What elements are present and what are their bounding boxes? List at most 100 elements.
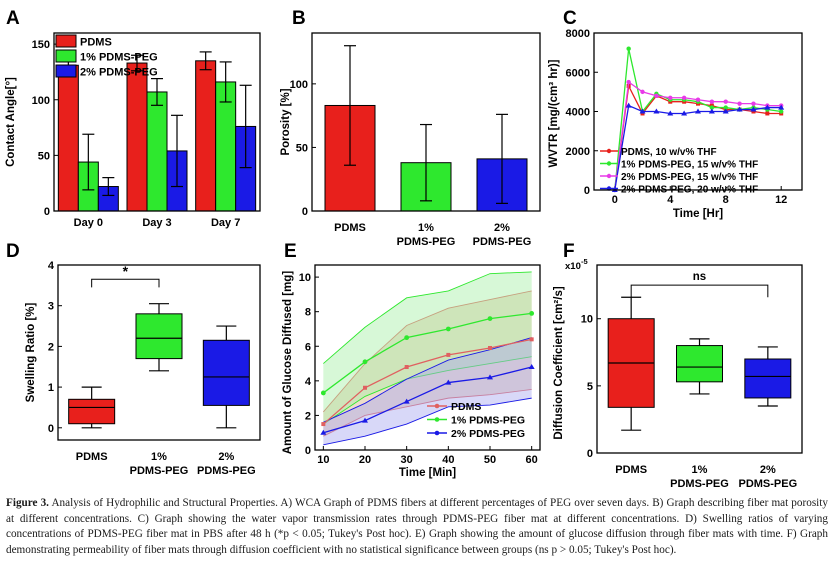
panel-f-category-label: PDMS-PEG bbox=[738, 478, 797, 490]
panel-f-significance-bracket bbox=[630, 284, 769, 298]
panel-c-xlabel: Time [Hr] bbox=[673, 208, 723, 220]
panel-d-significance-label: * bbox=[123, 263, 129, 279]
panel-a-bar bbox=[195, 60, 217, 212]
panel-e-point bbox=[487, 374, 493, 380]
panel-c-legend-marker bbox=[606, 148, 612, 154]
panel-label-b: B bbox=[292, 8, 306, 29]
panel-e-point bbox=[487, 316, 493, 321]
panel-f-frame bbox=[596, 264, 803, 454]
panel-f-scale-exponent: -5 bbox=[581, 257, 588, 266]
panel-c-point bbox=[695, 97, 701, 102]
panel-c-ytick-label: 0 bbox=[584, 185, 590, 197]
panel-c-ytick-label: 8000 bbox=[566, 28, 590, 40]
panel-b-ytick-label: 100 bbox=[290, 79, 308, 91]
panel-f-category-label: 2% bbox=[760, 464, 776, 476]
panel-c-point bbox=[668, 95, 673, 100]
panel-c-xtick-label: 4 bbox=[667, 194, 674, 206]
panel-d-ytick-label: 4 bbox=[48, 260, 55, 272]
panel-c-point bbox=[722, 108, 729, 114]
panel-e-point bbox=[320, 390, 326, 396]
panel-d-ytick-label: 1 bbox=[48, 382, 54, 394]
panel-e-ytick-label: 10 bbox=[299, 272, 311, 284]
panel-a-frame bbox=[53, 32, 261, 212]
panel-c-point bbox=[695, 108, 701, 114]
panel-c-frame bbox=[593, 32, 803, 191]
panel-c-point bbox=[764, 104, 771, 110]
panel-e-band-edge bbox=[323, 397, 532, 446]
panel-e-mean-line bbox=[322, 338, 532, 425]
panel-f-box bbox=[744, 358, 792, 399]
panel-e-band-edge bbox=[322, 290, 532, 413]
panel-a-category-label: Day 3 bbox=[142, 217, 171, 229]
panel-label-f: F bbox=[563, 241, 575, 262]
panel-c-point bbox=[626, 46, 631, 51]
panel-e-xtick-label: 60 bbox=[526, 454, 538, 466]
panel-e-ytick-label: 8 bbox=[305, 307, 311, 319]
panel-e-band bbox=[323, 290, 532, 437]
panel-label-e: E bbox=[284, 241, 297, 262]
panel-a-bar bbox=[57, 64, 79, 212]
panel-e-ytick-label: 0 bbox=[305, 445, 311, 457]
panel-e-ylabel: Amount of Glucose Diffused [mg] bbox=[282, 271, 294, 455]
panel-c-xtick-label: 8 bbox=[723, 194, 729, 206]
panel-c-point bbox=[723, 99, 728, 104]
panel-c-point bbox=[653, 108, 660, 114]
panel-e-xlabel: Time [Min] bbox=[399, 467, 456, 479]
panel-e-band bbox=[323, 271, 532, 425]
panel-c-legend-marker bbox=[606, 173, 612, 179]
panel-e-xtick-label: 10 bbox=[317, 454, 329, 466]
panel-f-category-label: 1% bbox=[692, 464, 708, 476]
panel-b-frame bbox=[311, 32, 541, 212]
panel-d-ytick-label: 3 bbox=[48, 301, 54, 313]
panel-c-ytick-label: 2000 bbox=[566, 146, 590, 158]
panel-c-point bbox=[751, 101, 756, 106]
panel-a-ytick-label: 50 bbox=[38, 150, 50, 162]
panel-e-xtick-label: 40 bbox=[442, 454, 454, 466]
panel-e-frame bbox=[314, 264, 541, 451]
panel-e-band-edge bbox=[323, 356, 532, 425]
panel-e-legend-label: 2% PDMS-PEG bbox=[451, 428, 525, 440]
panel-e-band-edge bbox=[323, 271, 532, 364]
panel-e-band-edge bbox=[323, 389, 532, 437]
panel-a-legend-swatch bbox=[55, 34, 77, 48]
panel-e-band bbox=[323, 337, 532, 445]
panel-f-scale-label: x10 bbox=[565, 261, 581, 272]
panel-b-category-label: PDMS-PEG bbox=[473, 236, 532, 248]
panel-b-ytick-label: 50 bbox=[296, 142, 308, 154]
panel-f-category-label: PDMS-PEG bbox=[670, 478, 729, 490]
panel-d-ytick-label: 2 bbox=[48, 341, 54, 353]
panel-e-xtick-label: 50 bbox=[484, 454, 496, 466]
panel-e-legend-label: 1% PDMS-PEG bbox=[451, 415, 525, 427]
panel-c-point bbox=[640, 89, 645, 95]
panel-d-ylabel: Swelling Ratio [%] bbox=[25, 302, 37, 402]
panel-c-point bbox=[681, 110, 688, 116]
panel-a-legend-label: PDMS bbox=[80, 37, 112, 49]
panel-b-ytick-label: 0 bbox=[302, 206, 308, 218]
panel-e-point bbox=[445, 379, 452, 385]
panel-b-ylabel: Porosity [%] bbox=[280, 88, 292, 155]
panel-c-legend-label: PDMS, 10 w/v% THF bbox=[621, 147, 717, 158]
panel-e-ytick-label: 4 bbox=[305, 376, 312, 388]
panel-a-legend-label: 2% PDMS-PEG bbox=[80, 67, 158, 79]
panel-c-xtick-label: 12 bbox=[775, 194, 787, 206]
panel-e-band-edge bbox=[323, 337, 532, 423]
panel-e-point bbox=[404, 335, 410, 341]
panel-b-category-label: 1% bbox=[418, 222, 434, 234]
panel-e-mean-line bbox=[323, 366, 532, 434]
panel-d-box bbox=[202, 339, 250, 406]
panel-e-point bbox=[404, 365, 409, 370]
panel-a-ytick-label: 100 bbox=[32, 95, 50, 107]
panel-e-point bbox=[363, 385, 367, 390]
panel-e-point bbox=[529, 337, 534, 342]
panel-c-point bbox=[737, 101, 742, 106]
panel-a-ylabel: Contact Angle[°] bbox=[5, 77, 17, 167]
panel-label-a: A bbox=[6, 8, 20, 29]
panel-b-category-label: PDMS-PEG bbox=[397, 236, 456, 248]
panel-c-point bbox=[709, 99, 715, 104]
panel-e-ytick-label: 2 bbox=[305, 410, 311, 422]
panel-e-ytick-label: 6 bbox=[305, 341, 311, 353]
panel-c-legend-label: 1% PDMS-PEG, 15 w/v% THF bbox=[621, 160, 758, 171]
panel-a-category-label: Day 7 bbox=[211, 217, 240, 229]
panel-f-ytick-label: 5 bbox=[587, 381, 593, 393]
